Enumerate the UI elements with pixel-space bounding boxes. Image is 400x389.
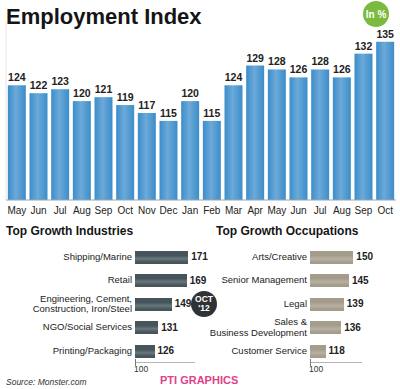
bar (135, 345, 155, 358)
data-label: 120 (181, 87, 199, 99)
y-tick-label: Retail (2, 266, 132, 296)
y-tick-label: Arts/Creative (200, 242, 307, 272)
x-tick-label: Oct (117, 205, 133, 216)
data-label: 128 (311, 55, 329, 67)
data-label: 117 (138, 99, 155, 111)
subtitle: In % (366, 9, 387, 20)
bars (8, 42, 394, 200)
data-label: 139 (347, 298, 364, 310)
bar (181, 101, 199, 200)
unit-badge (363, 1, 389, 27)
data-label: 131 (161, 322, 178, 334)
bar (310, 251, 353, 264)
infographic: Employment Index In % 124 May 122 Jun 123 Jul 12… (0, 0, 400, 389)
bar (135, 274, 187, 287)
bar (310, 345, 326, 358)
x-tick-label: Jul (314, 205, 327, 216)
bar (311, 69, 329, 200)
data-label: 135 (376, 28, 394, 40)
x-tick-label: Jul (54, 205, 67, 216)
chart-title: Top Growth Industries (6, 224, 133, 238)
x-tick-label: 100 (134, 365, 148, 374)
x-tick-label: Nov (138, 205, 156, 216)
y-tick-label: Customer Service (200, 336, 307, 366)
date-badge: OCT '12 (191, 291, 217, 317)
data-label: 150 (356, 251, 373, 263)
x-tick-label: Dec (160, 205, 178, 216)
x-tick-label: Sep (355, 205, 373, 216)
data-label: 123 (51, 75, 69, 87)
x-tick-label: Apr (247, 205, 263, 216)
bar (73, 101, 91, 200)
bar (160, 121, 178, 200)
credit: PTI GRAPHICS (160, 374, 238, 387)
data-label: 129 (246, 52, 264, 64)
data-label: 126 (158, 345, 175, 357)
x-axis (6, 200, 396, 201)
bar (333, 77, 351, 200)
bar (376, 42, 394, 200)
data-label: 124 (8, 71, 26, 83)
y-tick-label: Printing/Packaging (2, 336, 132, 366)
bar (290, 77, 308, 200)
bar (268, 69, 286, 200)
data-label: 120 (73, 87, 91, 99)
x-tick-label: Jan (182, 205, 198, 216)
y-tick-label: Engineering, Cement, Construction, Iron/… (2, 289, 132, 319)
bar (310, 321, 341, 334)
y-tick-label: Sales & Business Development (200, 313, 307, 343)
data-label: 115 (203, 107, 220, 119)
bar (310, 274, 349, 287)
data-label: 126 (290, 63, 308, 75)
data-label: 169 (190, 275, 207, 287)
x-tick-label: Jun (30, 205, 46, 216)
y-axis (6, 22, 7, 200)
bar (51, 89, 69, 200)
bar (310, 298, 344, 311)
data-label: 136 (344, 322, 361, 334)
bar (8, 85, 26, 200)
y-tick-label: Senior Management (200, 266, 307, 296)
bar (355, 54, 373, 200)
title: Employment Index (6, 4, 202, 29)
source: Source: Monster.com (6, 377, 86, 387)
bar (116, 105, 134, 200)
x-axis (135, 362, 195, 363)
bar (135, 298, 172, 311)
x-tick-label: Aug (333, 205, 351, 216)
x-tick-label: Feb (203, 205, 221, 216)
data-label: 145 (352, 275, 369, 287)
data-label: 128 (268, 55, 286, 67)
bar (138, 113, 156, 200)
data-label: 121 (95, 83, 113, 95)
x-tick-label: Oct (377, 205, 393, 216)
x-tick-label: Sep (95, 205, 113, 216)
bar (30, 93, 48, 200)
data-label: 132 (355, 40, 373, 52)
x-tick-label: Aug (73, 205, 91, 216)
bar (95, 97, 113, 200)
bar (246, 66, 264, 200)
data-label: 118 (329, 345, 345, 357)
bar (135, 251, 188, 264)
bar (225, 85, 243, 200)
x-tick-label: Mar (225, 205, 243, 216)
data-label: 115 (160, 107, 177, 119)
bar (135, 321, 158, 334)
data-label: 126 (333, 63, 351, 75)
data-label: 171 (191, 251, 208, 263)
x-tick-label: Jun (290, 205, 306, 216)
data-label: 124 (225, 71, 243, 83)
x-tick-label: May (267, 205, 286, 216)
y-tick-label: NGO/Social Services (2, 313, 132, 343)
y-tick-label: Shipping/Marine (2, 242, 132, 272)
x-tick-label: May (7, 205, 26, 216)
data-label: 149 (175, 298, 192, 310)
bar (203, 121, 221, 200)
x-tick-label: 100 (309, 365, 323, 374)
data-label: 119 (117, 91, 134, 103)
chart-title: Top Growth Occupations (216, 224, 358, 238)
x-axis (310, 362, 362, 363)
data-label: 122 (30, 79, 48, 91)
